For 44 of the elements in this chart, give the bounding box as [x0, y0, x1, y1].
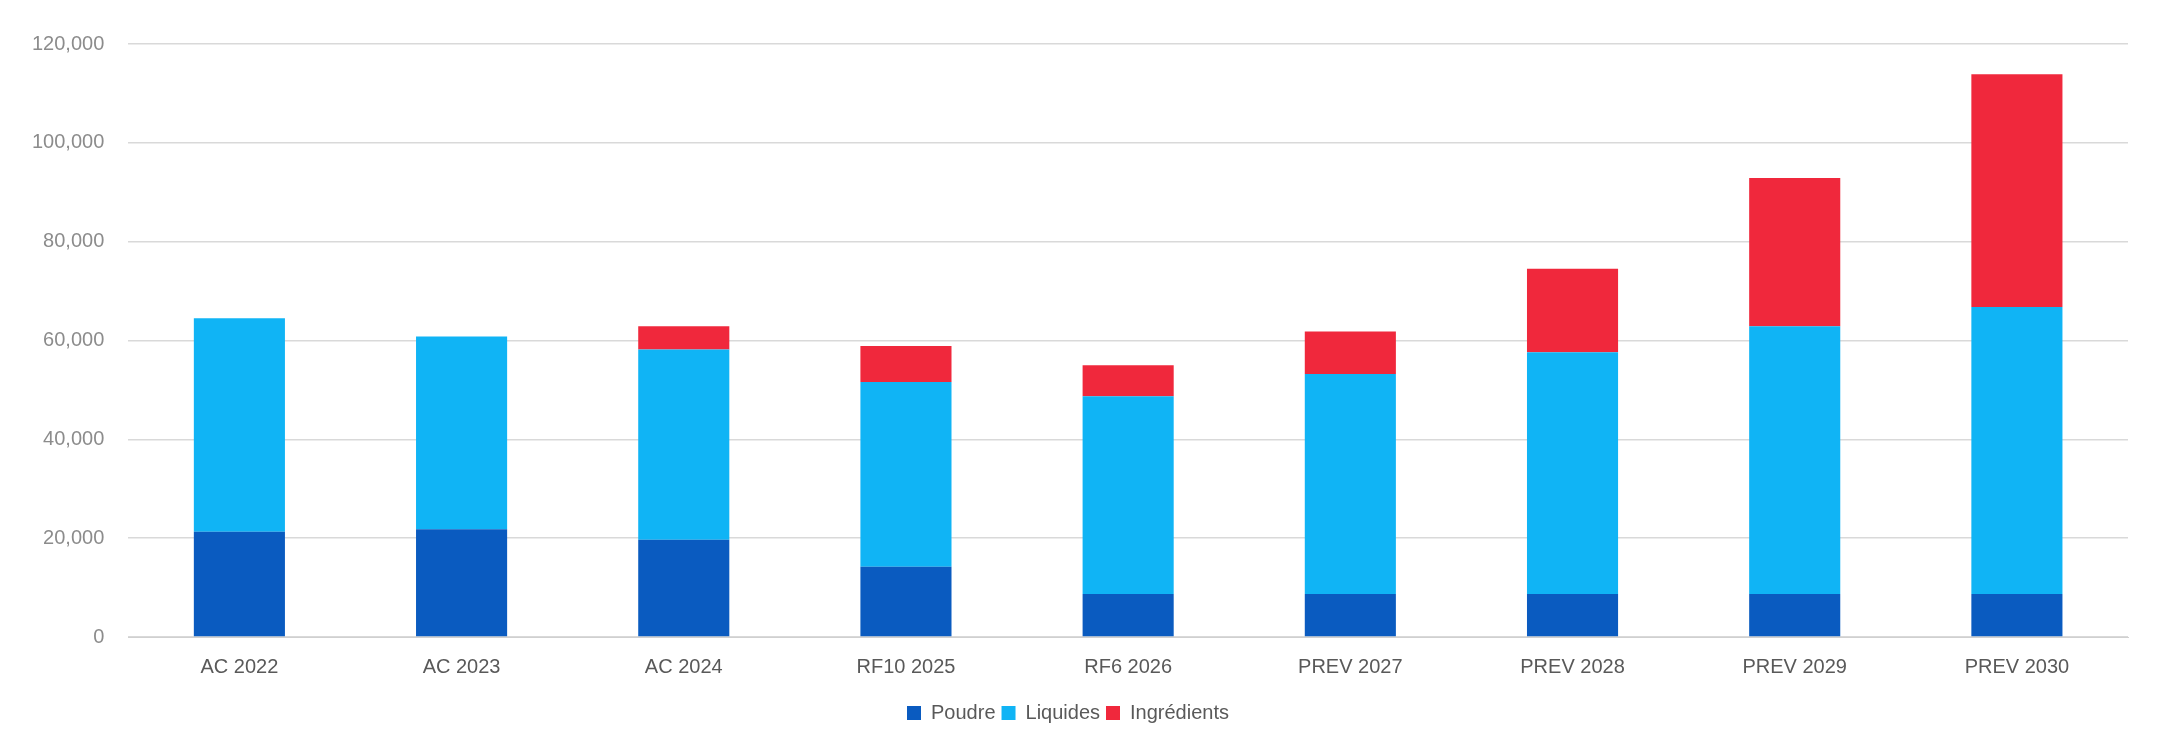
- bar: [1082, 365, 1174, 397]
- x-tick-label: AC 2022: [200, 654, 279, 677]
- bar: [1526, 352, 1619, 595]
- bar: [638, 539, 730, 637]
- bar: [1304, 374, 1396, 595]
- bar: [193, 531, 285, 637]
- x-tick-label: RF6 2026: [1084, 654, 1173, 677]
- x-tick-label: AC 2023: [422, 654, 501, 677]
- x-tick-label: PREV 2030: [1964, 654, 2070, 677]
- x-tick-label: RF10 2025: [856, 654, 956, 677]
- bar: [860, 345, 952, 383]
- legend-label: Ingrédients: [1130, 700, 1229, 723]
- bar: [860, 566, 952, 637]
- bar: [416, 336, 508, 530]
- legend-label: Poudre: [931, 700, 996, 723]
- bar: [1749, 594, 1841, 637]
- x-tick-label: PREV 2029: [1742, 654, 1847, 677]
- legend-label: Liquides: [1025, 700, 1101, 723]
- bar: [1971, 594, 2063, 637]
- x-tick-label: AC 2024: [644, 654, 723, 677]
- bar: [638, 326, 730, 350]
- bar: [1971, 74, 2063, 307]
- bar: [1526, 268, 1619, 353]
- bar: [1971, 306, 2063, 595]
- bar: [1526, 594, 1619, 637]
- bar: [1749, 177, 1841, 327]
- y-tick-label: 0: [93, 624, 105, 647]
- x-tick-label: PREV 2028: [1520, 654, 1625, 677]
- y-tick-label: 20,000: [43, 525, 105, 548]
- x-tick-label: PREV 2027: [1298, 654, 1403, 677]
- bar: [1082, 396, 1174, 595]
- bar: [1304, 331, 1396, 375]
- bar: [860, 382, 952, 567]
- y-tick-label: 80,000: [43, 229, 105, 252]
- bar: [416, 529, 508, 637]
- y-tick-label: 60,000: [43, 328, 105, 351]
- bar: [1304, 594, 1396, 637]
- y-tick-label: 100,000: [32, 130, 105, 153]
- bar: [1082, 594, 1174, 637]
- bar: [1749, 326, 1841, 595]
- y-tick-label: 120,000: [32, 31, 105, 54]
- y-tick-label: 40,000: [43, 426, 105, 449]
- bar: [638, 349, 730, 540]
- bar: [193, 318, 285, 532]
